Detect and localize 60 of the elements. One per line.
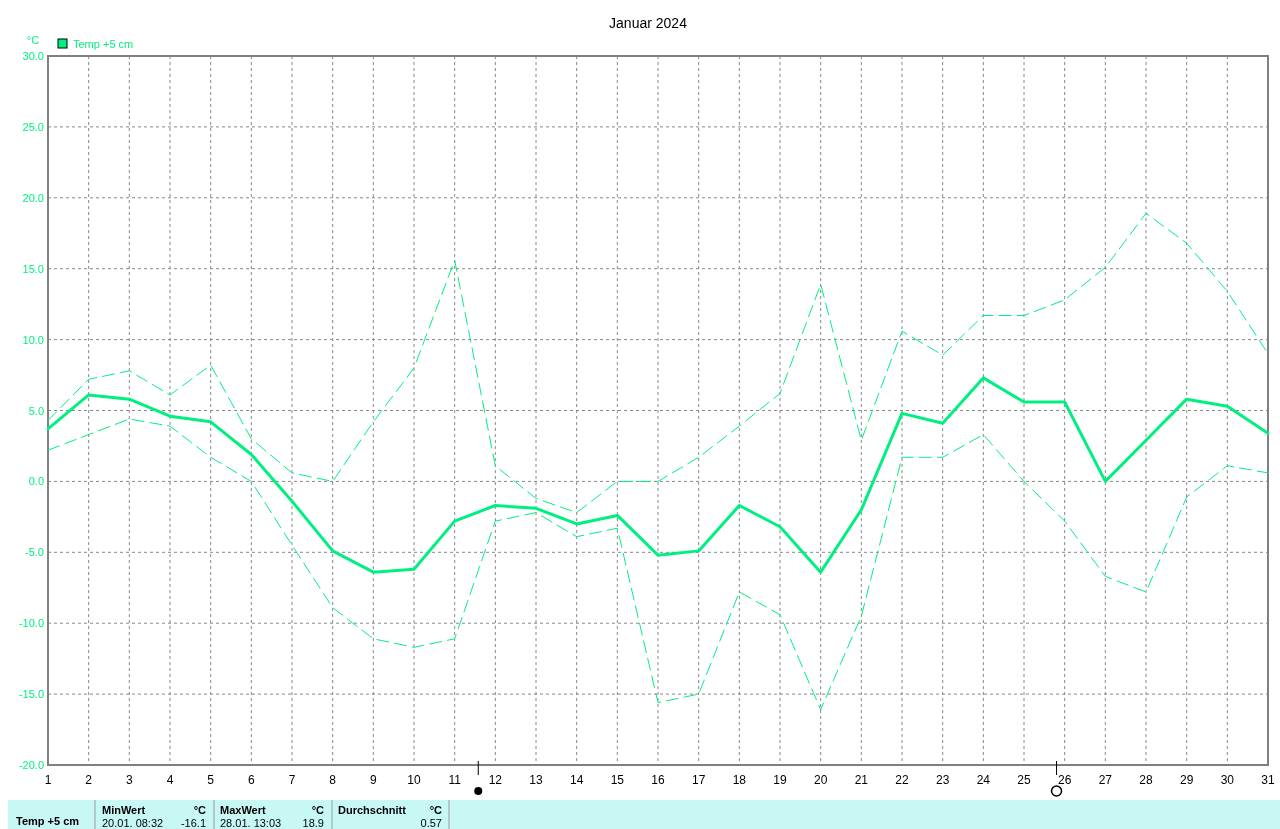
x-tick-label: 25 xyxy=(1017,773,1031,787)
x-tick-label: 5 xyxy=(207,773,215,787)
y-tick-label: 25.0 xyxy=(22,120,44,133)
text: MinWert xyxy=(102,804,146,816)
line-series xyxy=(47,418,1269,711)
chart-title: Januar 2024 xyxy=(609,15,688,31)
y-axis-title: °C xyxy=(26,34,40,46)
text: 28.01. 13:03 xyxy=(220,817,282,829)
x-tick-label: 14 xyxy=(569,773,584,787)
text: °C xyxy=(429,804,443,816)
text: MaxWert xyxy=(220,804,266,816)
x-tick-label: 11 xyxy=(448,773,462,787)
line-series xyxy=(47,212,1269,514)
legend-label: Temp +5 cm xyxy=(73,38,134,50)
x-tick-label: 23 xyxy=(935,773,950,787)
x-tick-label: 2 xyxy=(85,773,93,787)
x-tick-label: 20 xyxy=(813,773,828,787)
x-tick-label: 3 xyxy=(125,773,133,787)
y-tick-label: -5.0 xyxy=(25,546,44,559)
x-tick-label: 28 xyxy=(1139,773,1153,787)
x-tick-label: 27 xyxy=(1098,773,1113,787)
text: 18.9 xyxy=(302,817,324,829)
x-tick-label: 13 xyxy=(529,773,543,787)
x-tick-label: 15 xyxy=(610,773,625,787)
text: -16.1 xyxy=(180,817,206,829)
x-tick-label: 4 xyxy=(166,773,174,787)
y-tick-label: 10.0 xyxy=(22,333,44,346)
x-tick-label: 9 xyxy=(369,773,377,787)
text: 0.57 xyxy=(420,817,442,829)
x-tick-label: 21 xyxy=(854,773,869,787)
y-tick-label: -15.0 xyxy=(18,688,44,701)
x-tick-label: 30 xyxy=(1220,773,1235,787)
x-tick-label: 19 xyxy=(773,773,787,787)
x-tick-label: 26 xyxy=(1057,773,1072,787)
x-tick-label: 31 xyxy=(1261,773,1275,787)
text: °C xyxy=(311,804,325,816)
x-tick-label: 24 xyxy=(976,773,991,787)
x-tick-label: 16 xyxy=(651,773,665,787)
text: Durchschnitt xyxy=(338,804,407,816)
text: °C xyxy=(193,804,207,816)
y-tick-label: 15.0 xyxy=(22,262,44,275)
text: Temp +5 cm xyxy=(16,815,80,827)
x-tick-label: 1 xyxy=(44,773,52,787)
x-tick-label: 29 xyxy=(1179,773,1194,787)
x-tick-label: 10 xyxy=(407,773,421,787)
y-tick-label: 0.0 xyxy=(28,475,44,488)
x-tick-label: 8 xyxy=(329,773,337,787)
y-tick-label: -10.0 xyxy=(18,617,44,630)
x-tick-label: 17 xyxy=(691,773,706,787)
x-tick-label: 6 xyxy=(247,773,255,787)
x-tick-label: 22 xyxy=(895,773,909,787)
x-tick-label: 7 xyxy=(288,773,296,787)
y-tick-label: -20.0 xyxy=(18,759,44,771)
text: 20.01. 08:32 xyxy=(102,817,164,829)
x-tick-label: 18 xyxy=(732,773,747,787)
x-tick-label: 12 xyxy=(488,773,503,787)
y-tick-label: 5.0 xyxy=(28,404,44,417)
line-series xyxy=(46,376,1270,574)
y-tick-label: 30.0 xyxy=(22,50,44,62)
y-tick-label: 20.0 xyxy=(22,191,44,204)
